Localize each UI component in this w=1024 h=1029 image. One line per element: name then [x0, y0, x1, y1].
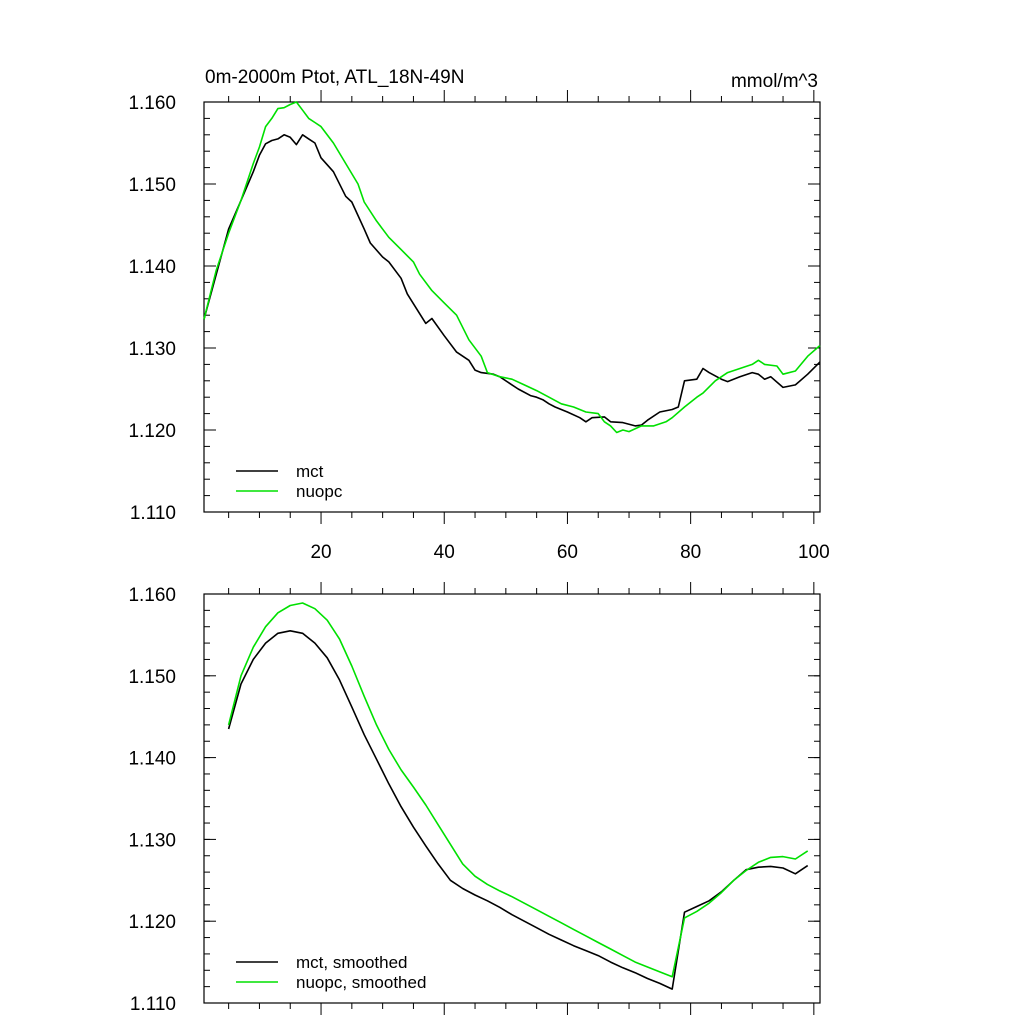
- panel1-x-tick-label: 100: [798, 542, 830, 563]
- panel1-series-green-line: [203, 101, 821, 434]
- panel2-legend-label: mct, smoothed: [296, 953, 408, 972]
- chart-units: mmol/m^3: [731, 71, 818, 92]
- panel2-y-tick-label: 1.120: [128, 912, 176, 933]
- panel1-x-tick-label: 20: [310, 542, 331, 563]
- panel1-y-tick-label: 1.140: [128, 257, 176, 278]
- panel1-x-tick-label: 40: [434, 542, 455, 563]
- panel1-y-tick-label: 1.120: [128, 421, 176, 442]
- panel1-y-tick-label: 1.110: [130, 503, 176, 524]
- panel1-series-black-line: [203, 134, 821, 427]
- chart-title: 0m-2000m Ptot, ATL_18N-49N: [205, 67, 464, 88]
- panel1-x-tick-label: 80: [680, 542, 701, 563]
- panel2-y-tick-label: 1.160: [128, 585, 176, 606]
- panel2-y-tick-label: 1.140: [128, 749, 176, 770]
- panel2-series-green-line: [227, 602, 809, 978]
- panel1-y-tick-label: 1.150: [128, 175, 176, 196]
- panel2-y-tick-label: 1.150: [128, 667, 176, 688]
- panel2-y-tick-label: 1.130: [128, 830, 176, 851]
- panel1-plot-frame: [203, 101, 821, 513]
- panel1-legend-label: nuopc: [296, 482, 343, 501]
- panel1-y-tick-label: 1.130: [128, 339, 176, 360]
- panel1-legend-label: mct: [296, 462, 324, 481]
- panel2-legend-label: nuopc, smoothed: [296, 973, 426, 992]
- panel1-y-tick-label: 1.160: [128, 93, 176, 114]
- panel1-x-tick-label: 60: [557, 542, 578, 563]
- panel2-y-tick-label: 1.110: [130, 994, 176, 1015]
- panel2-plot-frame: [203, 593, 821, 1004]
- panel2-series-black-line: [227, 629, 809, 990]
